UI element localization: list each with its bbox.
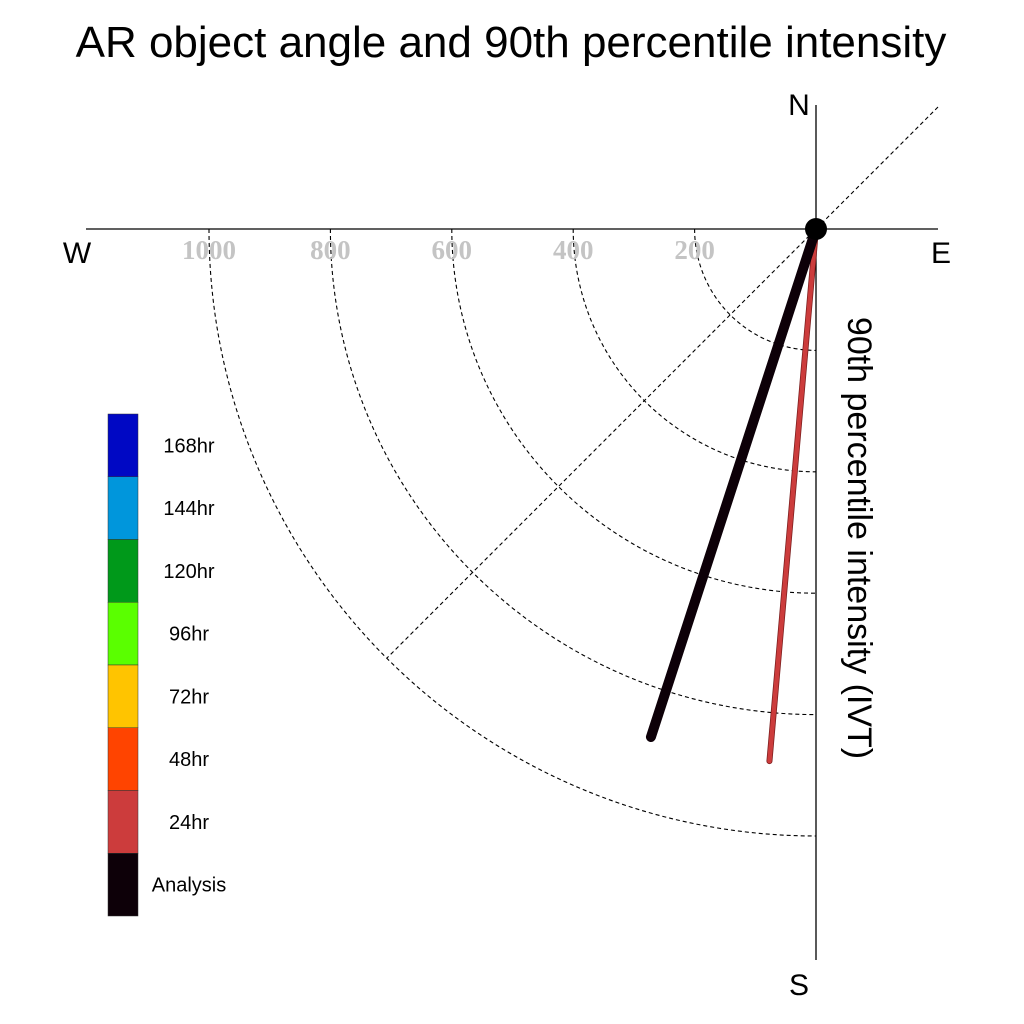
radial-tick-label-600: 600 (432, 235, 473, 265)
origin-dot (805, 218, 827, 240)
legend-swatch-120hr (107, 539, 139, 603)
radial-tick-label-1000: 1000 (182, 235, 236, 265)
chart-title: AR object angle and 90th percentile inte… (76, 18, 947, 67)
legend-swatch-72hr (107, 664, 139, 728)
west-label: W (63, 237, 92, 270)
legend-label-120hr: 120hr (163, 561, 214, 583)
diagonal-grid-line (386, 106, 939, 659)
radial-tick-label-200: 200 (674, 235, 715, 265)
grid-ring-200 (694, 228, 817, 351)
vector-series (645, 224, 821, 765)
vector-24hr (767, 226, 819, 764)
legend-label-48hr: 48hr (169, 749, 209, 771)
radial-axis-title: 90th percentile intensity (IVT) (840, 317, 878, 759)
south-label: S (789, 969, 809, 1002)
legend-swatch-48hr (107, 727, 139, 791)
legend-swatch-144hr (107, 476, 139, 540)
legend-label-96hr: 96hr (169, 624, 209, 646)
radial-tick-labels: 200 400 600 800 1000 (182, 235, 715, 265)
legend-swatch-analysis (107, 853, 139, 917)
radial-tick-label-400: 400 (553, 235, 594, 265)
legend-label-analysis: Analysis (152, 875, 226, 897)
east-label: E (931, 237, 951, 270)
legend-label-72hr: 72hr (169, 686, 209, 708)
north-label: N (788, 89, 810, 122)
legend-label-144hr: 144hr (163, 498, 214, 520)
legend-swatch-168hr (107, 413, 139, 477)
legend-label-168hr: 168hr (163, 435, 214, 457)
legend-swatch-24hr (107, 790, 139, 854)
vector-analysis (645, 224, 821, 743)
legend: 168hr 144hr 120hr 96hr 72hr 48hr 24hr Analysis (107, 413, 226, 917)
legend-label-24hr: 24hr (169, 812, 209, 834)
radial-tick-label-800: 800 (310, 235, 351, 265)
grid-ring-600 (451, 228, 817, 594)
legend-swatch-96hr (107, 602, 139, 666)
